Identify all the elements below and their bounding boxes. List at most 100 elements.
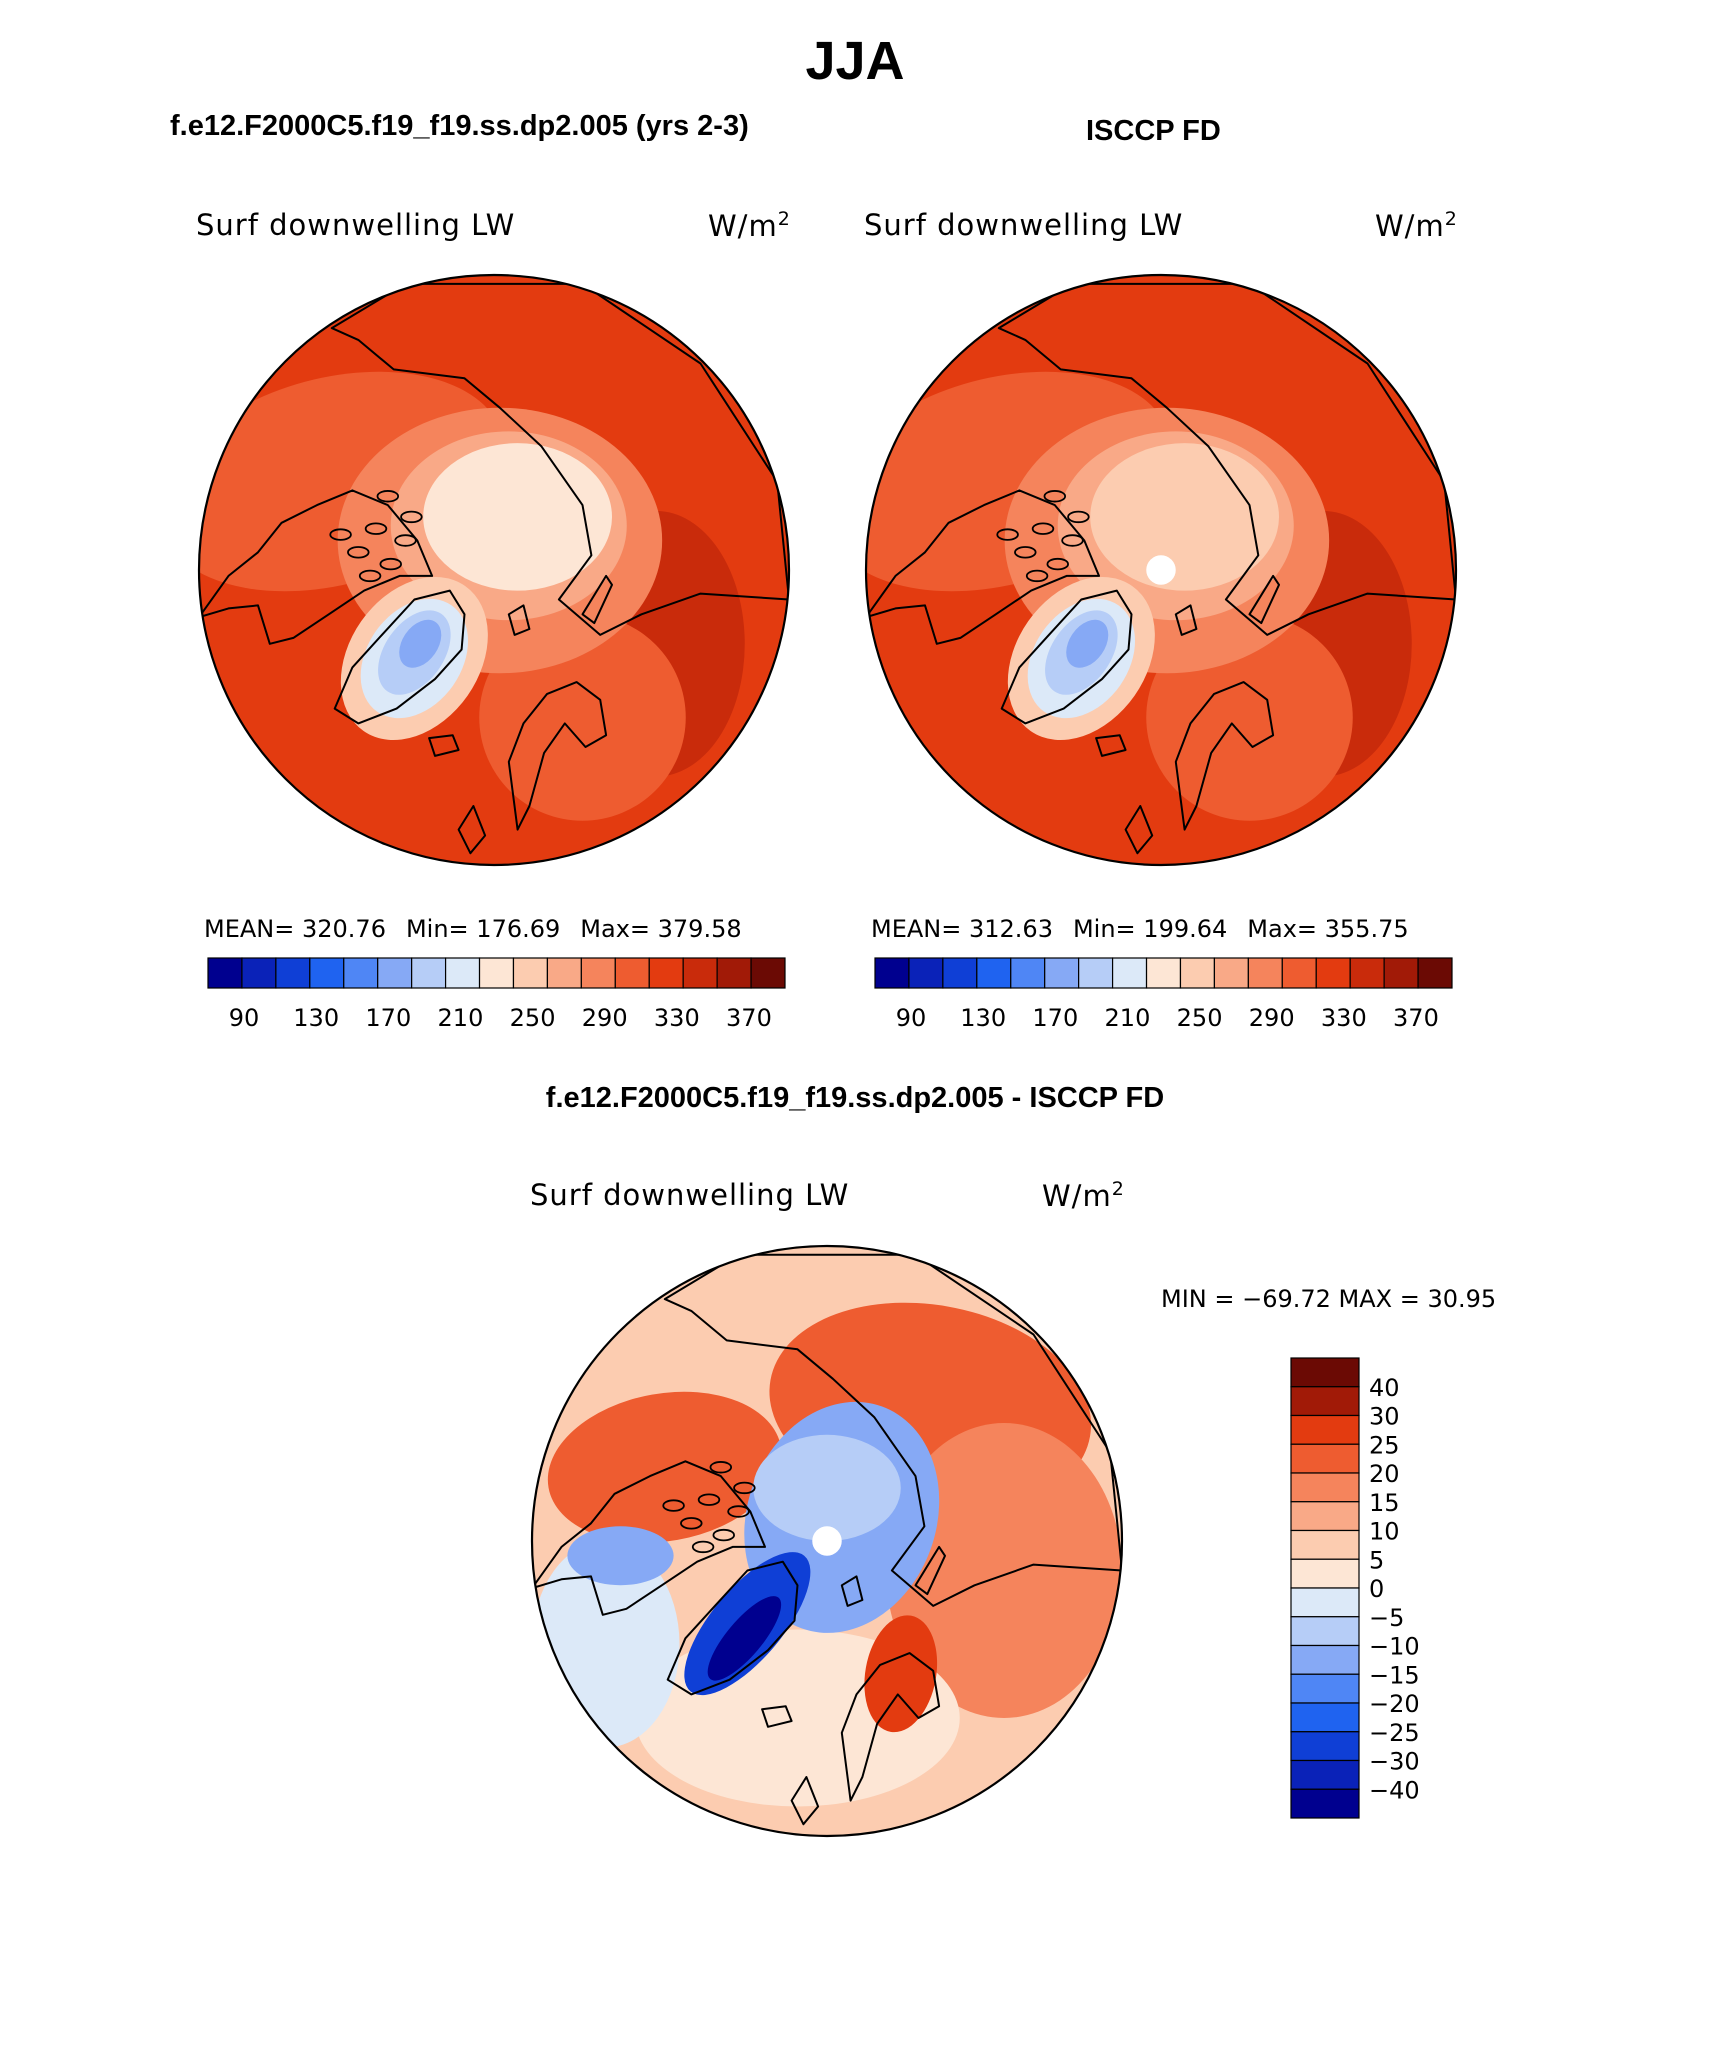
coastline-britain [457,805,487,855]
coastline-island [662,1499,685,1512]
colorbar-level-label: 25 [1369,1431,1400,1459]
colorbar-box [377,957,413,989]
colorbar-box [411,957,447,989]
map-boundary [864,273,1458,867]
colorbar-box [444,957,481,989]
coastline-novaya [914,1545,946,1596]
colorbar-level-label: 0 [1369,1575,1384,1603]
field-negative-ocean-edge [753,1434,901,1541]
colorbar-tick-label: 330 [654,1004,700,1032]
coastline-island [697,1493,721,1506]
colorbar-box [874,957,910,989]
colorbar-box [1349,957,1385,989]
colorbar-box [1290,1731,1360,1762]
colorbar-box [1290,1443,1360,1474]
coastline-island [709,1461,733,1474]
panel2-units: W/m2 [1375,208,1458,243]
colorbar-tick-label: 90 [229,1004,260,1032]
panel1-max: Max= 379.58 [580,915,742,943]
coastline-island [1067,510,1090,524]
colorbar-model: 90 130 170 210 250 290 330 370 [207,957,786,1032]
coastline-britain [1124,805,1154,855]
colorbar-tick-label: 250 [510,1004,556,1032]
coastline-island [1046,557,1069,571]
colorbar-box [1213,957,1249,989]
coastline-novaya [1248,574,1280,625]
panel2-variable: Surf downwelling LW [864,208,1184,242]
colorbar-level-label: 15 [1369,1489,1400,1517]
coastline-island [727,1505,750,1518]
panel3-minmax: MIN = −69.72 MAX = 30.95 [1161,1285,1497,1313]
panel1-stats: MEAN= 320.76 Min= 176.69 Max= 379.58 [204,915,762,943]
colorbar-box [1281,957,1317,989]
colorbar-box [546,957,582,989]
colorbar-level-label: −20 [1369,1690,1420,1718]
colorbar-box [309,957,345,989]
colorbar-level-label: 40 [1369,1374,1400,1402]
panel1-min: Min= 176.69 [405,915,561,943]
colorbar-box [580,957,616,989]
panel2-min: Min= 199.64 [1072,915,1228,943]
panel1-variable: Surf downwelling LW [196,208,516,242]
coastline-iceland [1095,734,1127,757]
panel1-units: W/m2 [708,208,791,243]
colorbar-box [478,957,515,989]
colorbar-box [976,957,1012,989]
colorbar-box [1290,1788,1360,1819]
coastline-island [996,528,1019,541]
panel3-variable: Surf downwelling LW [530,1178,850,1212]
map-difference [530,1244,1124,1838]
field-positive-europe [886,1423,1122,1718]
coastline-island [347,546,370,559]
colorbar-level-label: 10 [1369,1518,1400,1546]
coastline-island [680,1517,703,1530]
colorbar-box [1315,957,1351,989]
panel2-max: Max= 355.75 [1247,915,1409,943]
coastline-siberia [663,1253,1122,1607]
colorbar-tick-label: 210 [1105,1004,1151,1032]
colorbar-tick-label: 130 [960,1004,1006,1032]
colorbar-box [207,957,243,989]
colorbar-box [1010,957,1046,989]
colorbar-level-label: 30 [1369,1403,1400,1431]
colorbar-box [1290,1558,1360,1589]
coastline-island [1025,569,1049,583]
coastline-island [358,569,382,583]
coastline-island [691,1540,715,1554]
colorbar-box [241,957,277,989]
coastline-island [400,510,423,524]
coastline-canada [866,489,1100,645]
colorbar-box [682,957,718,989]
coastline-island [1014,546,1037,559]
pole-mask [812,1526,842,1556]
colorbar-box [1179,957,1216,989]
colorbar-box [1290,1587,1360,1618]
map-isccp [864,273,1458,867]
coastline-scandinavia [840,1652,941,1802]
coastline-scandinavia [1174,681,1275,831]
panel3-units: W/m2 [1042,1178,1125,1213]
coastline-scandinavia [507,681,608,831]
colorbar-tick-label: 290 [582,1004,628,1032]
coastline-island [364,522,388,535]
map-boundary [530,1244,1124,1838]
colorbar-box [750,957,786,989]
colorbar-box [1290,1673,1360,1704]
coastline-svalbard [840,1575,864,1607]
coastline-greenland [333,589,466,725]
coastline-island [1061,534,1084,547]
colorbar-level-label: 5 [1369,1546,1384,1574]
colorbar-box [343,957,379,989]
colorbar-tick-label: 290 [1249,1004,1295,1032]
colorbar-tick-label: 370 [726,1004,772,1032]
colorbar-box [1290,1414,1360,1445]
coastline-island [1043,490,1067,503]
coastline-island [394,534,417,547]
coastline-greenland [666,1560,799,1696]
colorbar-box [1290,1357,1360,1388]
colorbar-level-label: −15 [1369,1661,1420,1689]
coastline-novaya [581,574,613,625]
colorbar-box [1247,957,1283,989]
